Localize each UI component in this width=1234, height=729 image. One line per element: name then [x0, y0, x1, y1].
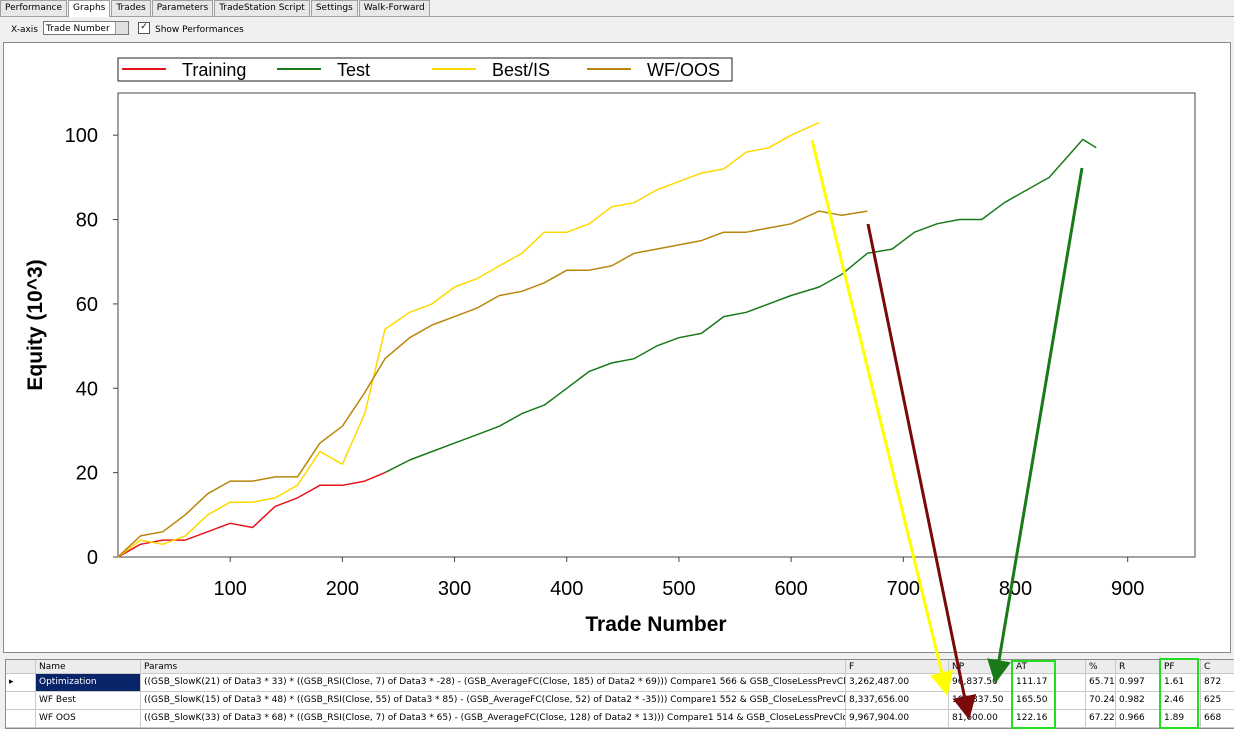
table-cell: 70.24: [1086, 692, 1116, 710]
table-cell: ((GSB_SlowK(21) of Data3 * 33) * ((GSB_R…: [141, 674, 846, 692]
table-cell: 3,262,487.00: [846, 674, 949, 692]
table-cell[interactable]: WF OOS: [36, 710, 141, 728]
row-indicator: [6, 710, 36, 728]
series-line: [117, 121, 820, 558]
column-header: R: [1116, 660, 1161, 674]
table-cell: 8,337,656.00: [846, 692, 949, 710]
table-cell: 9,967,904.00: [846, 710, 949, 728]
x-tick-label: 700: [887, 578, 920, 600]
table-cell[interactable]: WF Best: [36, 692, 141, 710]
column-header: Params: [141, 660, 846, 674]
table-cell: 668: [1201, 710, 1234, 728]
table-cell: 0.966: [1116, 710, 1161, 728]
table-cell: 65.71: [1086, 674, 1116, 692]
table-cell: 111.17: [1013, 674, 1086, 692]
series-line: [384, 138, 1097, 474]
x-axis-select[interactable]: Trade Number: [43, 21, 129, 35]
select-value: Trade Number: [46, 24, 110, 34]
table-cell: 0.997: [1116, 674, 1161, 692]
table-cell: 81,600.00: [949, 710, 1013, 728]
plot-frame: [117, 92, 1196, 558]
tab[interactable]: Walk-Forward: [358, 0, 430, 16]
legend-label: Training: [182, 60, 246, 80]
x-tick-label: 600: [774, 578, 807, 600]
x-tick-label: 800: [999, 578, 1032, 600]
column-header: AT: [1013, 660, 1086, 674]
checkbox[interactable]: ✓: [138, 22, 150, 34]
column-header: C: [1201, 660, 1234, 674]
table-cell: 1.89: [1161, 710, 1201, 728]
dropdown-button[interactable]: [115, 22, 128, 34]
table-cell: 1.61: [1161, 674, 1201, 692]
y-tick-label: 0: [87, 547, 98, 569]
toolbar: X-axis Trade Number ✓ Show Performances: [0, 18, 1234, 40]
x-axis-title: Trade Number: [585, 613, 726, 636]
legend-box: [117, 57, 733, 82]
x-tick-label: 500: [662, 578, 695, 600]
column-header: %: [1086, 660, 1116, 674]
column-header: NP: [949, 660, 1013, 674]
y-axis-title: Equity (10^3): [24, 259, 47, 390]
x-tick-label: 300: [438, 578, 471, 600]
y-tick-label: 100: [65, 125, 98, 147]
results-table: Name Params F NP AT% R PF C ▸ Optimization ((GSB_S…: [5, 659, 1234, 729]
table-cell: 103,837.50: [949, 692, 1013, 710]
table-cell: 625: [1201, 692, 1234, 710]
table-cell: ((GSB_SlowK(33) of Data3 * 68) * ((GSB_R…: [141, 710, 846, 728]
x-tick-label: 400: [550, 578, 583, 600]
x-axis-label: X-axis: [11, 25, 38, 35]
series-line: [117, 471, 386, 558]
x-tick-label: 100: [214, 578, 247, 600]
row-indicator: [6, 692, 36, 710]
table-cell: 165.50: [1013, 692, 1086, 710]
column-header: F: [846, 660, 949, 674]
tab[interactable]: TradeStation Script: [214, 0, 310, 16]
legend-label: WF/OOS: [647, 60, 720, 80]
table-cell: 67.22: [1086, 710, 1116, 728]
series-line: [117, 210, 868, 558]
y-tick-label: 20: [76, 463, 98, 485]
y-tick-label: 80: [76, 210, 98, 232]
tab[interactable]: Parameters: [151, 0, 214, 16]
tab[interactable]: Settings: [310, 0, 358, 16]
table-cell: 0.982: [1116, 692, 1161, 710]
row-indicator: ▸: [6, 674, 36, 692]
tab[interactable]: Performance: [0, 0, 68, 16]
tab[interactable]: Trades: [111, 0, 151, 16]
y-tick-label: 60: [76, 294, 98, 316]
y-tick-label: 40: [76, 378, 98, 400]
table-cell: 122.16: [1013, 710, 1086, 728]
table-cell: 2.46: [1161, 692, 1201, 710]
checkbox-label[interactable]: Show Performances: [155, 25, 244, 35]
legend-label: Test: [337, 60, 370, 80]
chart-panel: 0 20 40 60 80 100 100 200 300 400 500 600 700 800 900 T…: [3, 42, 1231, 653]
x-tick-label: 200: [326, 578, 359, 600]
table-cell: 96,837.50: [949, 674, 1013, 692]
column-header: PF: [1161, 660, 1201, 674]
chart: 0 20 40 60 80 100 100 200 300 400 500 600 700 800 900 T…: [24, 57, 1196, 636]
tab-bar: Performance Graphs Trades Parameters Tra…: [0, 0, 1234, 17]
tab-active[interactable]: Graphs: [68, 0, 111, 17]
table-cell: ((GSB_SlowK(15) of Data3 * 48) * ((GSB_R…: [141, 692, 846, 710]
table-cell: 872: [1201, 674, 1234, 692]
table-cell[interactable]: Optimization: [36, 674, 141, 692]
x-tick-label: 900: [1111, 578, 1144, 600]
column-header: Name: [36, 660, 141, 674]
row-header-corner: [6, 660, 36, 674]
legend-label: Best/IS: [492, 60, 550, 80]
